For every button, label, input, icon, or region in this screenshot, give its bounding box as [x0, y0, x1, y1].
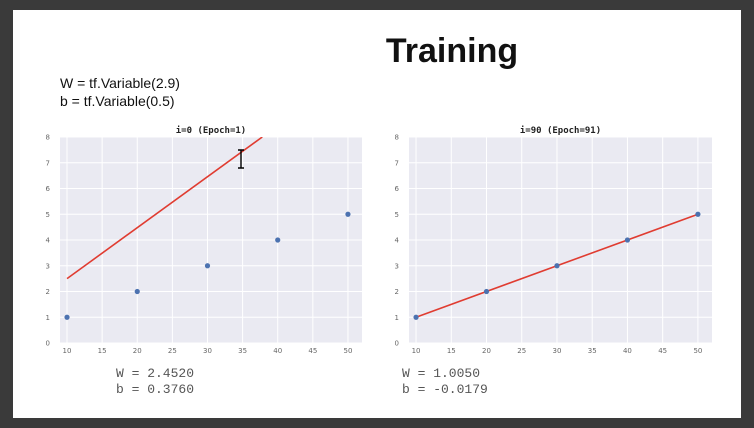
x-tick-label: 10 [63, 347, 72, 355]
y-tick-label: 5 [395, 211, 399, 219]
y-tick-label: 0 [395, 340, 399, 348]
x-tick-label: 30 [553, 347, 562, 355]
x-tick-label: 15 [98, 347, 107, 355]
x-tick-label: 40 [273, 347, 282, 355]
y-tick-label: 2 [46, 288, 50, 296]
y-tick-label: 3 [395, 262, 399, 270]
y-tick-label: 8 [46, 134, 50, 142]
data-point [134, 288, 140, 295]
y-tick-label: 7 [46, 159, 50, 167]
code-line-b: b = tf.Variable(0.5) [60, 93, 175, 109]
y-tick-label: 5 [46, 211, 50, 219]
data-point [345, 211, 351, 217]
result-b-epoch91: b = -0.0179 [402, 382, 488, 397]
y-tick-label: 1 [395, 314, 399, 322]
chart-title: i=0 (Epoch=1) [176, 125, 246, 136]
x-tick-label: 25 [517, 347, 526, 355]
y-tick-label: 4 [46, 237, 51, 245]
text-cursor-icon [238, 149, 244, 169]
y-tick-label: 6 [46, 185, 51, 193]
y-tick-label: 7 [395, 159, 399, 167]
data-point [64, 314, 70, 320]
y-tick-label: 2 [395, 288, 399, 296]
code-line-w: W = tf.Variable(2.9) [60, 75, 180, 91]
x-tick-label: 20 [133, 347, 142, 355]
chart-title: i=90 (Epoch=91) [520, 125, 601, 136]
result-w-epoch91: W = 1.0050 [402, 366, 481, 381]
result-b-epoch1: b = 0.3760 [116, 382, 195, 397]
data-point [275, 237, 281, 243]
fit-line [66, 137, 263, 280]
data-point [695, 211, 701, 217]
x-tick-label: 35 [588, 347, 597, 355]
y-tick-label: 6 [395, 185, 400, 193]
slide-title: Training [385, 32, 519, 70]
y-tick-label: 4 [395, 237, 400, 245]
x-tick-label: 35 [238, 347, 247, 355]
x-tick-label: 45 [308, 347, 317, 355]
x-tick-label: 20 [482, 347, 491, 355]
data-point [483, 288, 490, 295]
x-tick-label: 40 [623, 347, 632, 355]
y-tick-label: 8 [395, 134, 399, 142]
x-tick-label: 25 [168, 347, 177, 355]
y-tick-label: 3 [46, 262, 50, 270]
data-point [413, 314, 419, 320]
x-tick-label: 50 [343, 347, 352, 355]
x-tick-label: 30 [203, 347, 212, 355]
data-point [554, 263, 560, 269]
result-w-epoch1: W = 2.4520 [116, 366, 195, 381]
data-point [624, 237, 631, 243]
x-tick-label: 50 [693, 347, 702, 355]
x-tick-label: 15 [447, 347, 456, 355]
x-tick-label: 45 [658, 347, 667, 355]
data-point [204, 263, 211, 269]
x-tick-label: 10 [412, 347, 421, 355]
y-tick-label: 0 [46, 340, 50, 348]
cursor-shape [238, 149, 244, 169]
y-tick-label: 1 [46, 314, 50, 322]
